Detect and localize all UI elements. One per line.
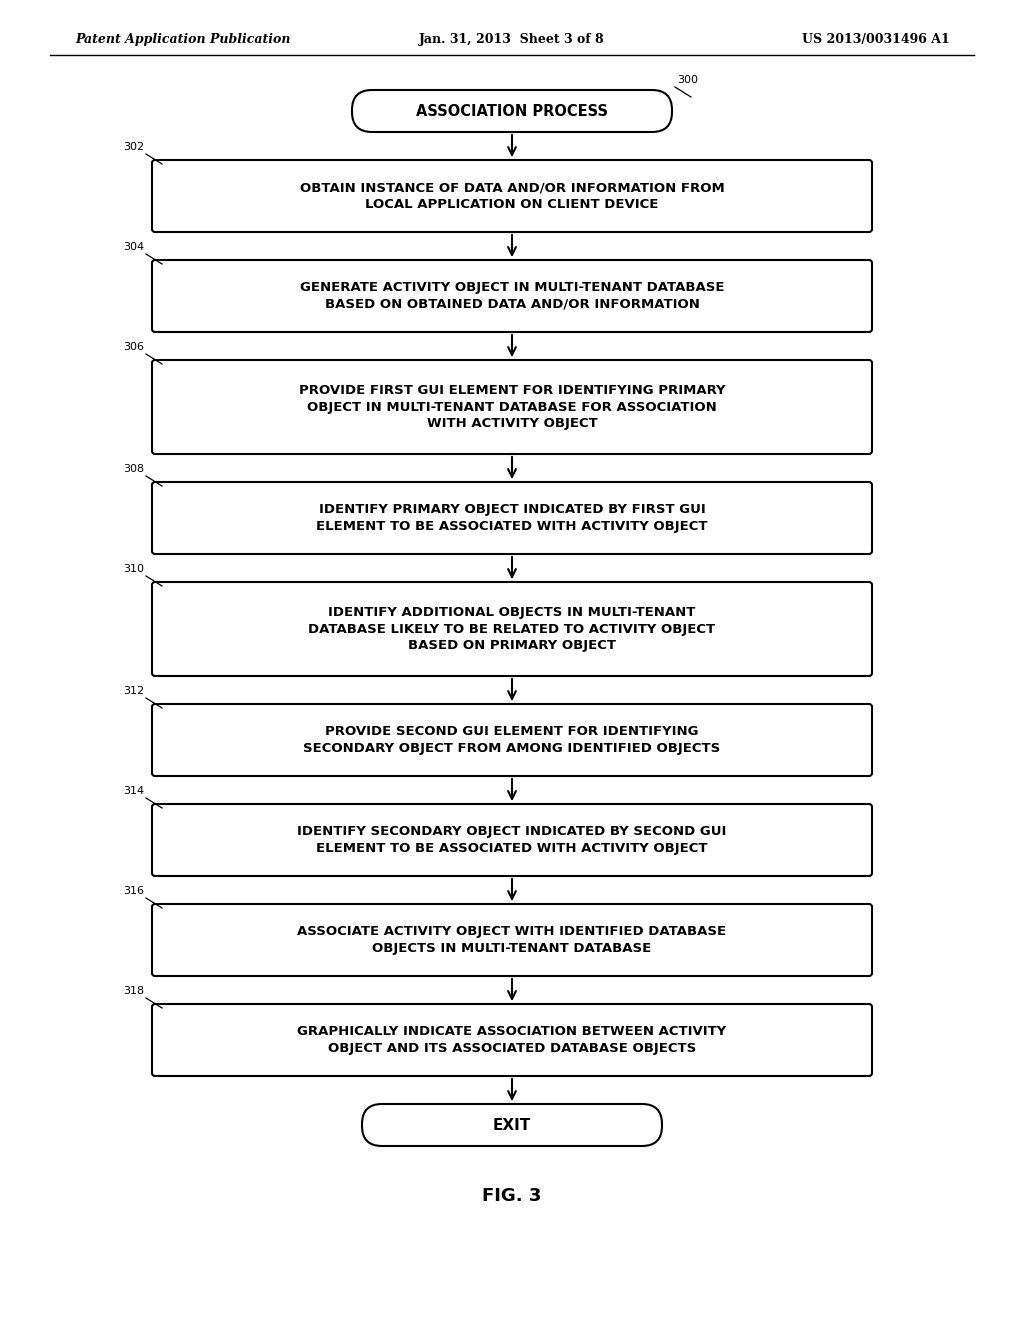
Text: 308: 308 (123, 465, 144, 474)
Text: 306: 306 (123, 342, 144, 352)
FancyBboxPatch shape (152, 160, 872, 232)
Text: Jan. 31, 2013  Sheet 3 of 8: Jan. 31, 2013 Sheet 3 of 8 (419, 33, 605, 46)
FancyBboxPatch shape (152, 704, 872, 776)
FancyBboxPatch shape (152, 804, 872, 876)
FancyBboxPatch shape (362, 1104, 662, 1146)
Text: ASSOCIATE ACTIVITY OBJECT WITH IDENTIFIED DATABASE
OBJECTS IN MULTI-TENANT DATAB: ASSOCIATE ACTIVITY OBJECT WITH IDENTIFIE… (297, 925, 727, 954)
Text: EXIT: EXIT (493, 1118, 531, 1133)
FancyBboxPatch shape (152, 582, 872, 676)
FancyBboxPatch shape (152, 482, 872, 554)
FancyBboxPatch shape (152, 260, 872, 333)
Text: ASSOCIATION PROCESS: ASSOCIATION PROCESS (416, 103, 608, 119)
Text: PROVIDE FIRST GUI ELEMENT FOR IDENTIFYING PRIMARY
OBJECT IN MULTI-TENANT DATABAS: PROVIDE FIRST GUI ELEMENT FOR IDENTIFYIN… (299, 384, 725, 430)
Text: IDENTIFY SECONDARY OBJECT INDICATED BY SECOND GUI
ELEMENT TO BE ASSOCIATED WITH : IDENTIFY SECONDARY OBJECT INDICATED BY S… (297, 825, 727, 855)
Text: PROVIDE SECOND GUI ELEMENT FOR IDENTIFYING
SECONDARY OBJECT FROM AMONG IDENTIFIE: PROVIDE SECOND GUI ELEMENT FOR IDENTIFYI… (303, 725, 721, 755)
Text: GENERATE ACTIVITY OBJECT IN MULTI-TENANT DATABASE
BASED ON OBTAINED DATA AND/OR : GENERATE ACTIVITY OBJECT IN MULTI-TENANT… (300, 281, 724, 310)
Text: IDENTIFY ADDITIONAL OBJECTS IN MULTI-TENANT
DATABASE LIKELY TO BE RELATED TO ACT: IDENTIFY ADDITIONAL OBJECTS IN MULTI-TEN… (308, 606, 716, 652)
Text: GRAPHICALLY INDICATE ASSOCIATION BETWEEN ACTIVITY
OBJECT AND ITS ASSOCIATED DATA: GRAPHICALLY INDICATE ASSOCIATION BETWEEN… (297, 1026, 727, 1055)
FancyBboxPatch shape (352, 90, 672, 132)
Text: 318: 318 (123, 986, 144, 997)
Text: 310: 310 (123, 564, 144, 574)
Text: 304: 304 (123, 242, 144, 252)
Text: Patent Application Publication: Patent Application Publication (75, 33, 291, 46)
Text: IDENTIFY PRIMARY OBJECT INDICATED BY FIRST GUI
ELEMENT TO BE ASSOCIATED WITH ACT: IDENTIFY PRIMARY OBJECT INDICATED BY FIR… (316, 503, 708, 533)
Text: 300: 300 (677, 75, 698, 84)
Text: 316: 316 (123, 886, 144, 896)
Text: OBTAIN INSTANCE OF DATA AND/OR INFORMATION FROM
LOCAL APPLICATION ON CLIENT DEVI: OBTAIN INSTANCE OF DATA AND/OR INFORMATI… (300, 181, 724, 211)
Text: 312: 312 (123, 686, 144, 696)
Text: FIG. 3: FIG. 3 (482, 1187, 542, 1205)
Text: US 2013/0031496 A1: US 2013/0031496 A1 (802, 33, 950, 46)
Text: 314: 314 (123, 785, 144, 796)
FancyBboxPatch shape (152, 1005, 872, 1076)
Text: 302: 302 (123, 143, 144, 152)
FancyBboxPatch shape (152, 904, 872, 975)
FancyBboxPatch shape (152, 360, 872, 454)
